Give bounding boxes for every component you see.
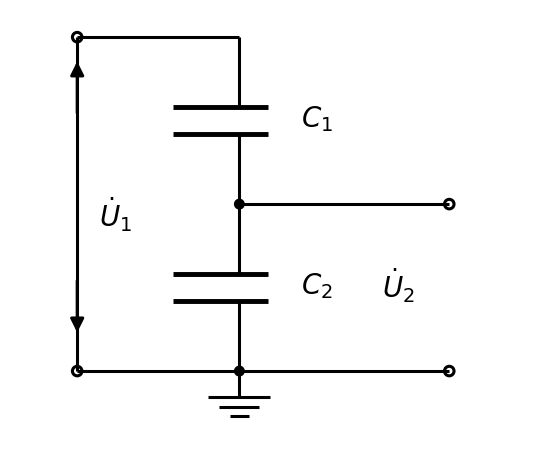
Circle shape <box>235 367 244 376</box>
Circle shape <box>235 200 244 209</box>
Text: $\dot{U}_1$: $\dot{U}_1$ <box>99 195 132 233</box>
Text: $C_1$: $C_1$ <box>301 104 333 134</box>
Text: $C_2$: $C_2$ <box>301 271 333 300</box>
Text: $\dot{U}_2$: $\dot{U}_2$ <box>383 267 415 305</box>
